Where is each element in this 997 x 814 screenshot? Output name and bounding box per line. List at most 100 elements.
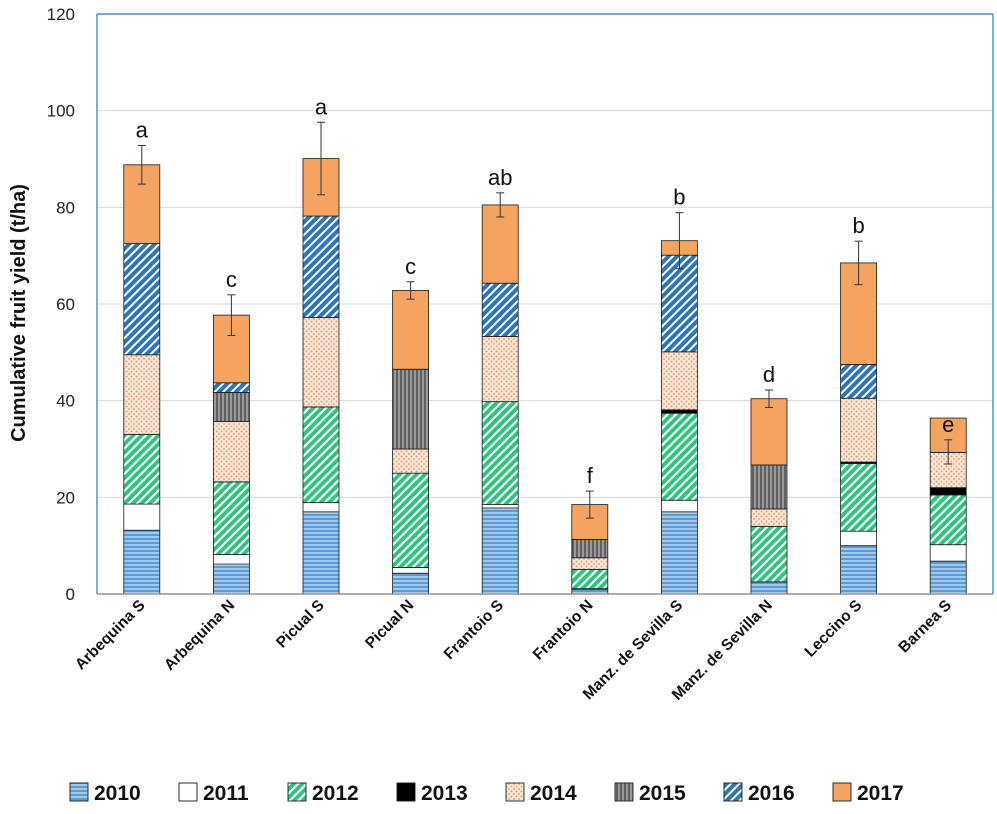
x-category-label: Arbequina N (161, 597, 238, 674)
bar-segment-2015 (571, 538, 609, 559)
significance-letter: ab (488, 165, 512, 190)
legend-item-2015: 2015 (614, 782, 686, 805)
x-category-label: Picual S (273, 597, 328, 652)
bar-segment-2010 (661, 511, 698, 595)
legend-item-2017: 2017 (832, 782, 904, 805)
legend-label: 2013 (421, 782, 468, 805)
x-category-label: Manz. de Sevilla S (580, 597, 686, 703)
legend-item-2016: 2016 (723, 782, 795, 805)
legend-swatch (396, 782, 416, 802)
bar-segment-2012 (212, 481, 250, 555)
legend-label: 2011 (203, 782, 249, 805)
bar-stack-barnea-s (929, 417, 967, 595)
significance-letter: b (673, 185, 685, 210)
bar-segment-2011 (392, 567, 430, 574)
bar-segment-2017 (750, 398, 788, 466)
bar-segment-2010 (392, 572, 430, 595)
bar-segment-2014 (392, 448, 430, 474)
bar-segment-2012 (392, 472, 430, 568)
bar-stack-manz-de-sevilla-s (661, 240, 698, 595)
legend-swatch (178, 782, 198, 802)
error-bar (317, 121, 325, 196)
significance-letter: e (942, 412, 954, 437)
legend-label: 2016 (748, 782, 795, 805)
legend-item-2011: 2011 (178, 782, 249, 805)
bar-segment-2016 (661, 254, 698, 353)
error-bar (944, 439, 953, 465)
bar-segment-2016 (123, 243, 161, 356)
legend-label: 2010 (94, 782, 141, 805)
legend-label: 2015 (639, 782, 686, 805)
x-category-labels: Arbequina S Arbequina N Picual S Picual N Fr… (72, 597, 955, 704)
significance-letter: a (136, 117, 149, 142)
error-bar (406, 281, 415, 300)
error-bar (585, 490, 594, 519)
significance-letter: c (405, 254, 416, 279)
y-tick-label: 100 (47, 102, 75, 121)
bar-segment-2011 (481, 504, 519, 509)
y-tick-label: 0 (66, 585, 75, 604)
error-bar (675, 212, 684, 270)
error-bar (854, 240, 863, 286)
error-bar (227, 294, 236, 336)
significance-letter: c (226, 267, 237, 292)
bar-segment-2011 (123, 503, 161, 531)
axes (96, 13, 994, 595)
bar-segment-2010 (750, 581, 788, 595)
bar-segment-2011 (929, 544, 967, 562)
x-category-label: Arbequina S (72, 597, 149, 674)
bar-segment-2014 (212, 421, 250, 483)
legend-swatch (287, 782, 307, 802)
bar-segment-2010 (929, 560, 967, 595)
bar-segment-2012 (481, 401, 519, 505)
error-bar (137, 144, 146, 185)
bar-segment-2016 (302, 215, 340, 318)
bar-segment-2011 (661, 499, 698, 513)
bar-segment-2017 (392, 290, 430, 370)
legend-item-2010: 2010 (69, 782, 141, 805)
legend-swatch (505, 782, 525, 802)
significance-letter: b (852, 213, 864, 238)
bar-segment-2014 (571, 557, 609, 570)
bars (123, 158, 967, 595)
legend-swatch (614, 782, 634, 802)
bar-segment-2013 (929, 487, 967, 496)
x-category-label: Picual N (362, 597, 417, 652)
x-category-label: Barnea S (895, 597, 955, 657)
bar-stack-frantoio-n (571, 504, 609, 595)
bar-segment-2014 (123, 354, 161, 435)
bar-segment-2010 (302, 511, 340, 595)
bar-segment-2014 (840, 397, 877, 463)
y-tick-label: 20 (56, 488, 75, 507)
bar-segment-2014 (302, 317, 340, 408)
bar-stack-manz-de-sevilla-n (750, 398, 788, 595)
bar-segment-2012 (571, 568, 609, 590)
error-bars (137, 121, 953, 519)
bar-segment-2012 (929, 494, 967, 546)
bar-segment-2012 (661, 412, 698, 501)
bar-segment-2014 (750, 508, 788, 527)
bar-segment-2012 (123, 434, 161, 505)
legend: 2010 2011 2012 2013 2014 2015 2016 2017 (69, 782, 904, 805)
y-tick-label: 60 (56, 295, 75, 314)
bar-segment-2010 (123, 529, 161, 595)
bar-segment-2015 (212, 392, 250, 422)
y-tick-label: 40 (56, 392, 75, 411)
legend-item-2013: 2013 (396, 782, 468, 805)
bar-segment-2010 (571, 588, 609, 595)
bar-segment-2016 (212, 382, 250, 393)
bar-segment-2011 (302, 502, 340, 513)
legend-label: 2014 (530, 782, 577, 805)
x-category-label: Manz. de Sevilla N (669, 597, 776, 704)
bar-segment-2010 (212, 563, 250, 595)
significance-letter: f (587, 463, 594, 488)
legend-item-2012: 2012 (287, 782, 359, 805)
bar-segment-2014 (661, 351, 698, 411)
bar-stack-picual-s (302, 158, 340, 595)
bar-segment-2013 (661, 409, 698, 414)
legend-item-2014: 2014 (505, 782, 577, 805)
bar-segment-2010 (481, 507, 519, 595)
bar-segment-2011 (840, 530, 877, 547)
x-category-label: Frantoio N (530, 597, 597, 664)
